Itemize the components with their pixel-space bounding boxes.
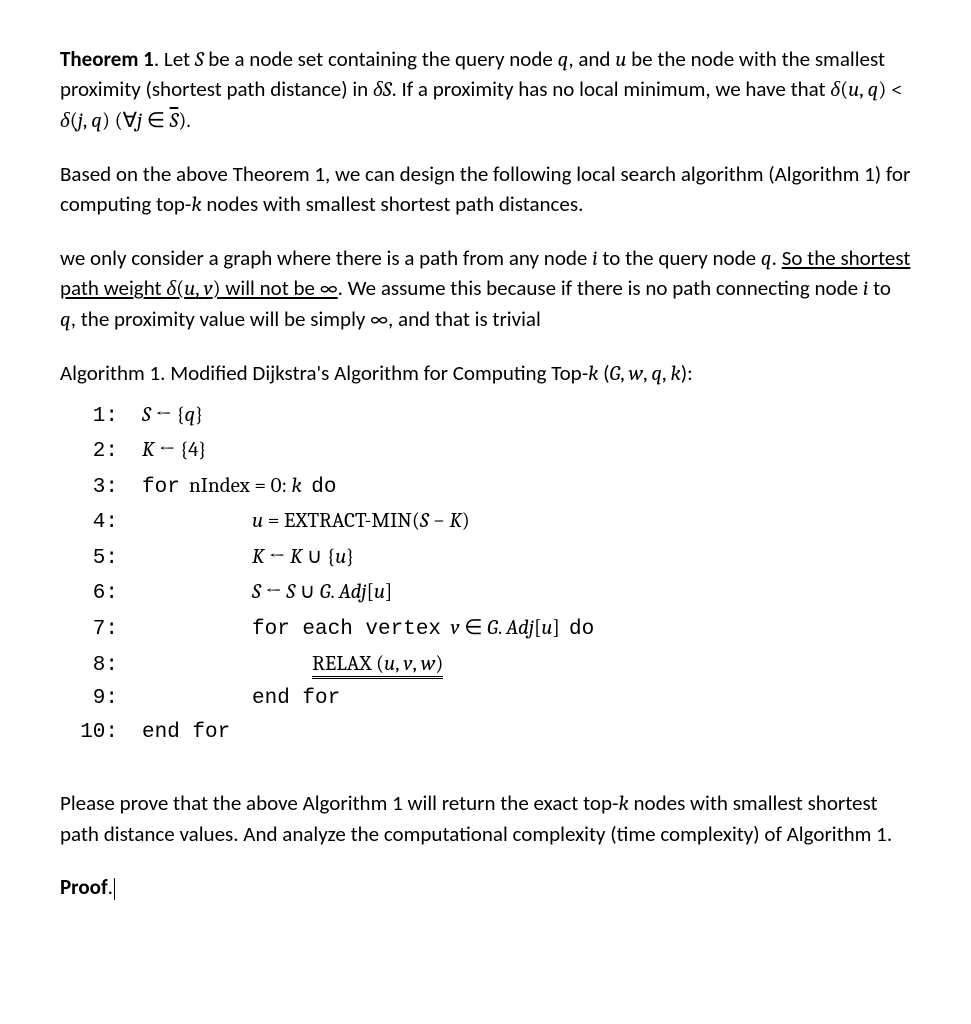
algo-line-5: 5: K ← K ∪ {u} bbox=[60, 540, 911, 576]
algo-line-4: 4: u = EXTRACT-MIN(S − K) bbox=[60, 504, 911, 540]
theorem-label: Theorem 1 bbox=[60, 46, 154, 72]
algo-line-6: 6: S ← S ∪ G. Adj[u] bbox=[60, 575, 911, 611]
relax-call: RELAX (u, v, w) bbox=[312, 652, 443, 679]
algorithm-title: Algorithm 1. Modified Dijkstra's Algorit… bbox=[60, 359, 911, 389]
proof-heading: Proof. bbox=[60, 873, 911, 902]
algo-line-3: 3: for nIndex = 0: k do bbox=[60, 469, 911, 505]
assumption-paragraph: we only consider a graph where there is … bbox=[60, 244, 911, 335]
question-paragraph: Please prove that the above Algorithm 1 … bbox=[60, 789, 911, 849]
algo-line-7: 7: for each vertex v ∈ G. Adj[u] do bbox=[60, 611, 911, 647]
algo-line-9: 9: end for bbox=[60, 682, 911, 716]
intro-paragraph: Based on the above Theorem 1, we can des… bbox=[60, 160, 911, 220]
text-cursor-icon bbox=[114, 878, 115, 900]
theorem-paragraph: Theorem 1. Let S be a node set containin… bbox=[60, 45, 911, 136]
algo-line-10: 10: end for bbox=[60, 716, 911, 750]
algorithm-listing: 1: S ← {q} 2: K ← {4} 3: for nIndex = 0:… bbox=[60, 398, 911, 750]
algo-line-1: 1: S ← {q} bbox=[60, 398, 911, 434]
algo-line-8: 8: RELAX (u, v, w) bbox=[60, 647, 911, 683]
algo-line-2: 2: K ← {4} bbox=[60, 433, 911, 469]
